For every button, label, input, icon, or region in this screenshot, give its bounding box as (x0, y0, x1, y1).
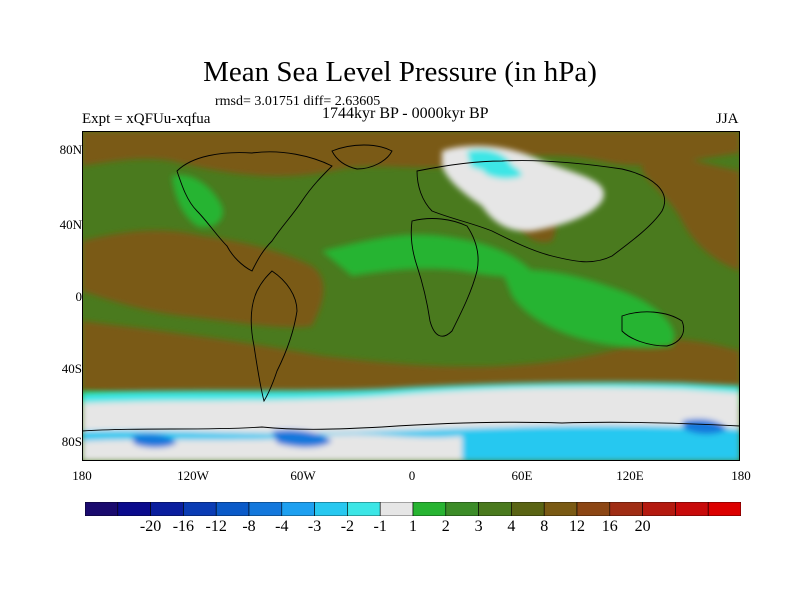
lon-tick-label: 120E (616, 468, 644, 483)
colorbar-swatch (707, 502, 741, 516)
coastlines (82, 144, 740, 432)
lat-tick-label: 40S (61, 361, 82, 376)
colorbar-swatch (543, 502, 578, 516)
colorbar-label: 8 (540, 518, 549, 535)
colorbar-swatch (314, 502, 348, 516)
colorbar-swatch (609, 502, 643, 516)
colorbar-label: -3 (307, 518, 322, 535)
colorbar-swatch (675, 502, 709, 516)
arctic-low-region (442, 145, 604, 232)
lon-tick-label: 180 (731, 468, 751, 483)
lat-tick-label: 40N (59, 217, 82, 232)
colorbar-swatch (215, 502, 250, 516)
colorbar-swatch (117, 502, 151, 516)
colorbar-swatch (347, 502, 381, 516)
colorbar-label: -20 (139, 518, 162, 535)
colorbar-label: 12 (569, 518, 585, 535)
colorbar-swatch (150, 502, 184, 516)
lon-tick-label: 60W (290, 468, 316, 483)
colorbar-label: 2 (441, 518, 450, 535)
lat-tick-label: 0 (75, 289, 83, 304)
colorbar-label: 16 (601, 518, 618, 535)
colorbar-label: 20 (634, 518, 651, 535)
pressure-map (82, 131, 740, 461)
map-title: Mean Sea Level Pressure (in hPa) (203, 56, 597, 88)
colorbar-label: 1 (409, 518, 417, 535)
colorbar-label: -12 (205, 518, 227, 535)
colorbar (85, 502, 741, 516)
colorbar-swatch (445, 502, 479, 516)
colorbar-swatch (412, 502, 447, 516)
colorbar-swatch (281, 502, 315, 516)
colorbar-swatch (511, 502, 545, 516)
season-label: JJA (716, 111, 739, 127)
colorbar-label: -2 (340, 518, 355, 535)
lon-tick-label: 60E (511, 468, 533, 483)
lat-tick-label: 80N (59, 142, 82, 157)
lat-tick-label: 80S (61, 434, 82, 449)
colorbar-label: -4 (275, 518, 289, 535)
colorbar-swatch (248, 502, 283, 516)
experiment-label: Expt = xQFUu-xqfua (82, 111, 211, 127)
southern-ocean-band (82, 382, 740, 461)
stats-label: rmsd= 3.01751 diff= 2.63605 (215, 94, 381, 109)
colorbar-swatch (85, 502, 119, 516)
map-frame (82, 131, 740, 461)
colorbar-swatch (576, 502, 611, 516)
colorbar-swatch (642, 502, 676, 516)
colorbar-label: 4 (507, 518, 516, 535)
colorbar-swatch (183, 502, 217, 516)
colorbar-swatch (379, 502, 414, 516)
lon-tick-label: 0 (408, 468, 416, 483)
lon-tick-label: 180 (72, 468, 92, 483)
colorbar-label: -1 (373, 518, 387, 535)
colorbar-label: -16 (172, 518, 195, 535)
colorbar-label: -8 (242, 518, 256, 535)
lon-tick-label: 120W (177, 468, 209, 483)
period-label: 1744kyr BP - 0000kyr BP (322, 105, 489, 122)
colorbar-swatch (478, 502, 512, 516)
colorbar-label: 3 (474, 518, 483, 535)
